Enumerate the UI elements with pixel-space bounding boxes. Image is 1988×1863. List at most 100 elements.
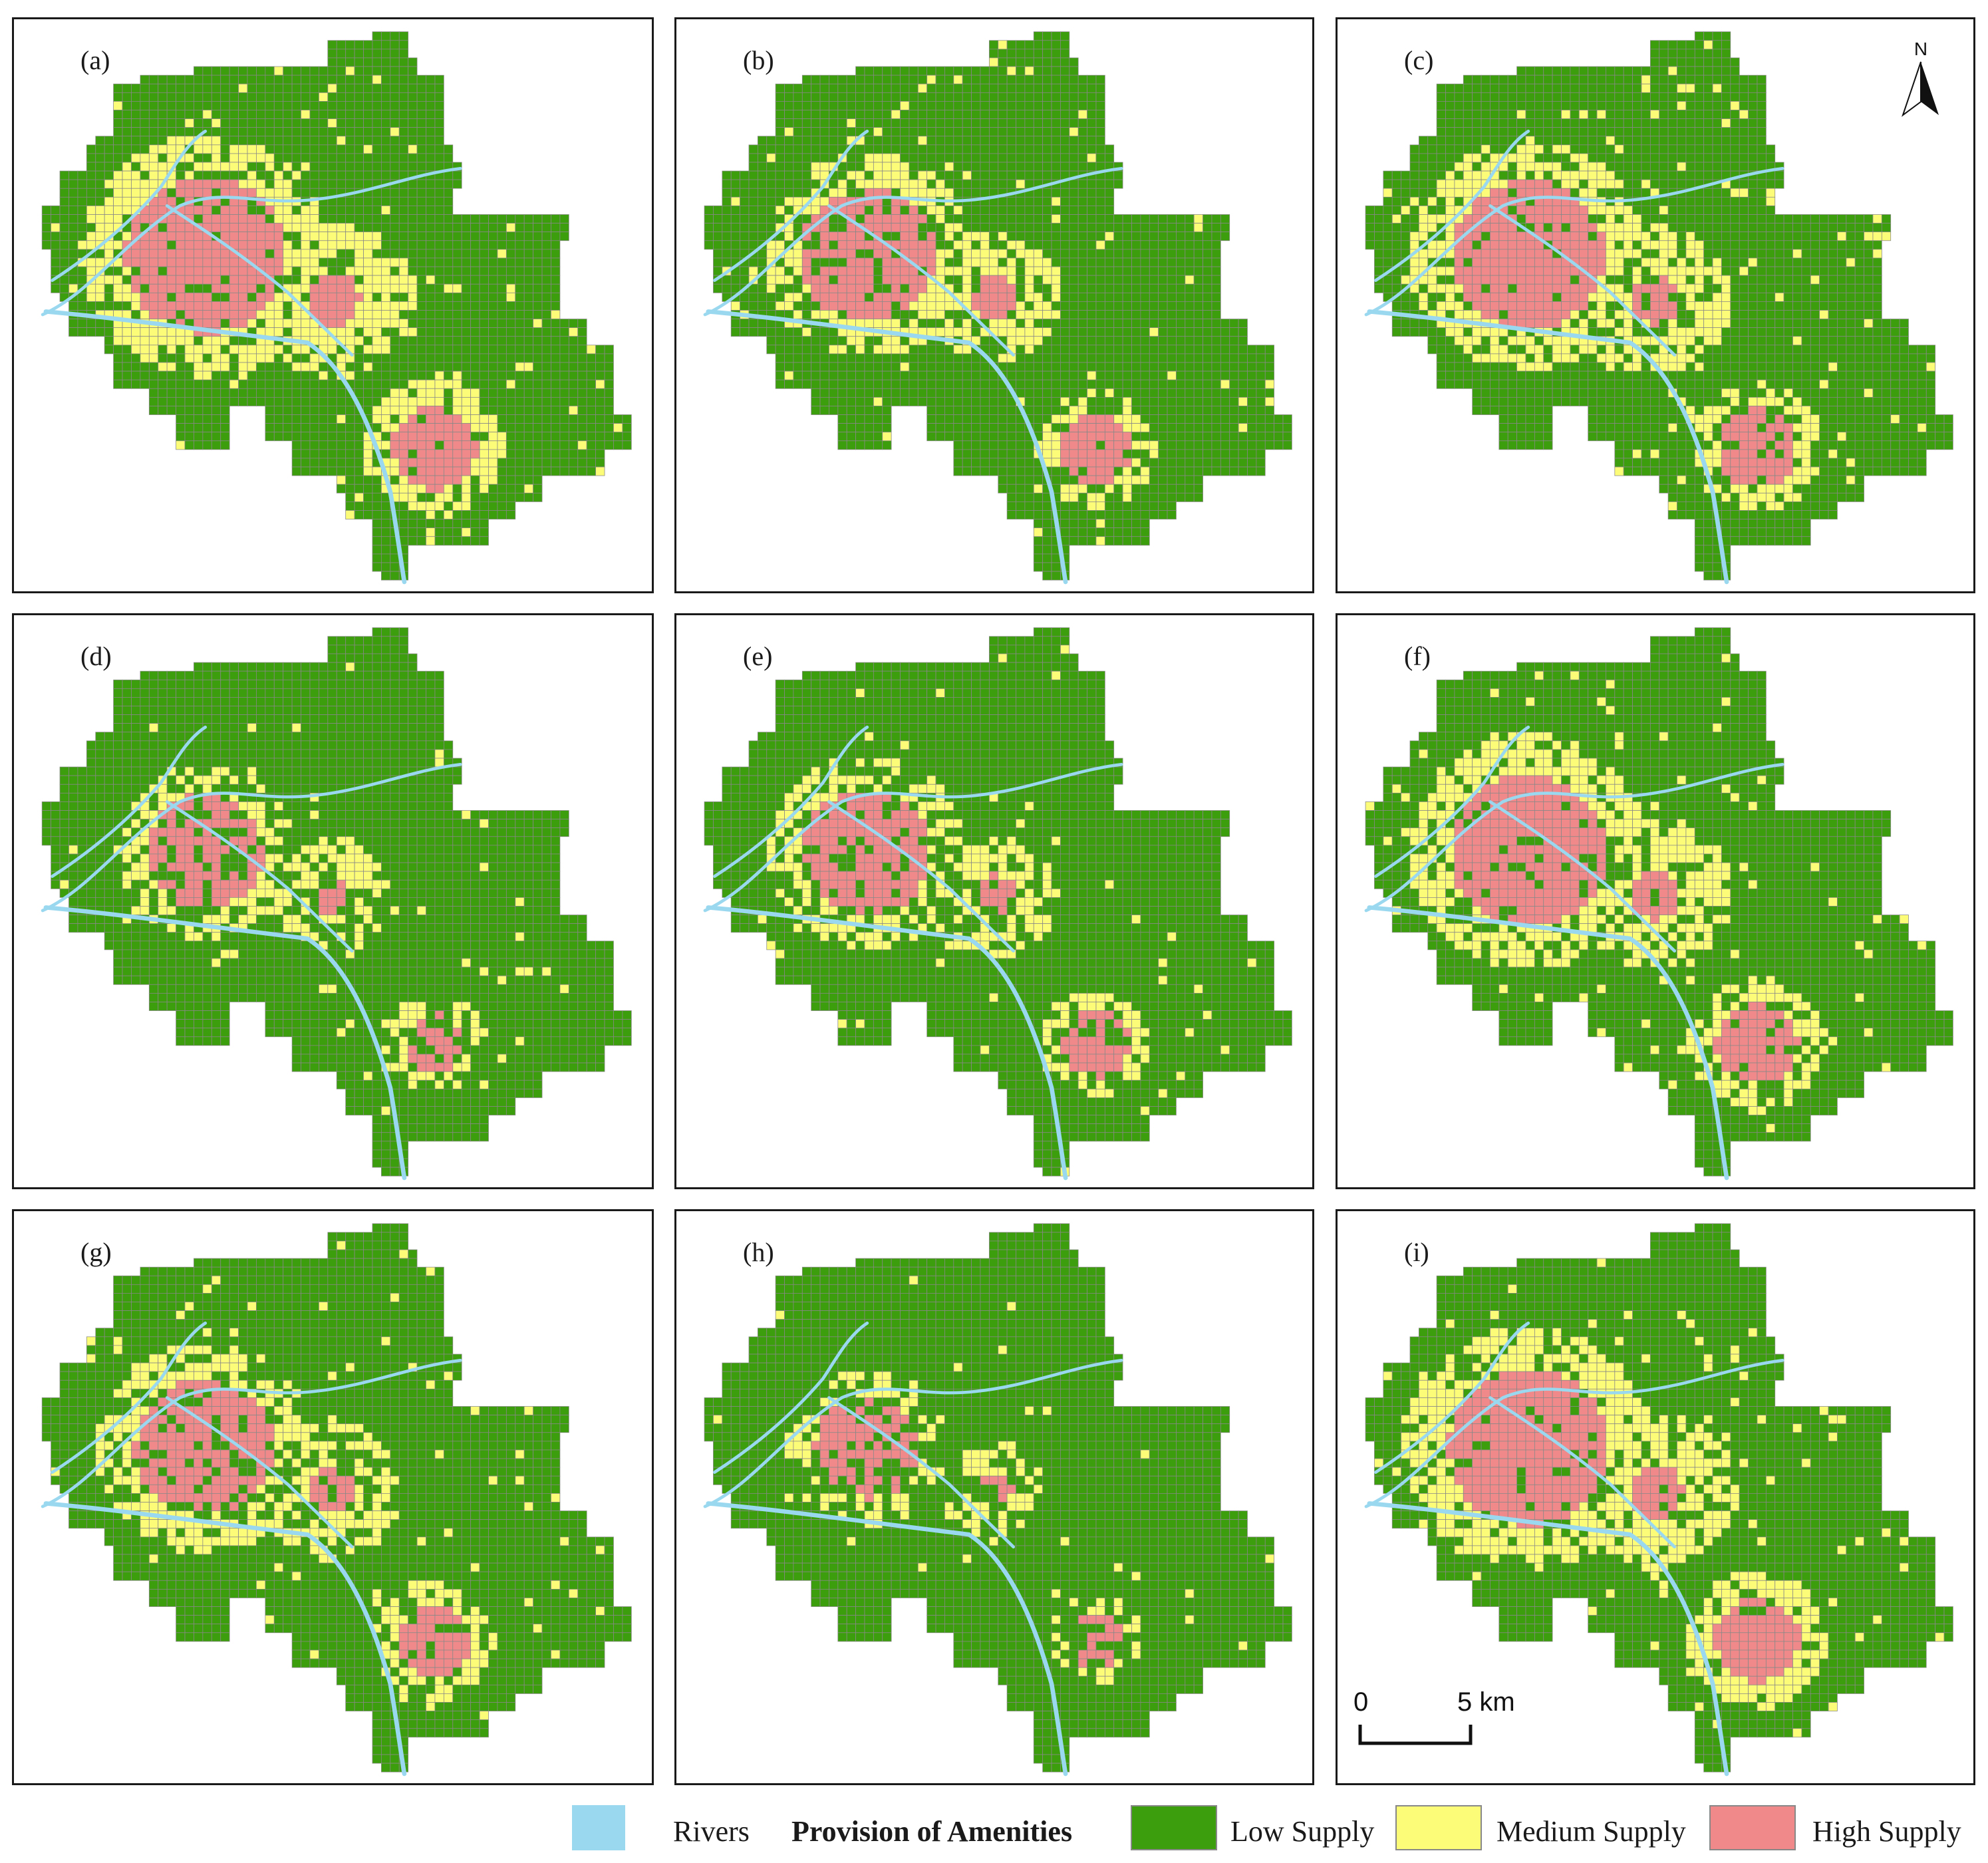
grid-cell [1185,414,1195,424]
grid-cell [1016,362,1026,372]
grid-cell [247,92,257,102]
grid-cell [909,345,919,355]
grid-cell [909,170,919,180]
grid-cell [505,396,516,406]
grid-cell [176,310,186,319]
grid-cell [327,432,337,442]
grid-cell [247,74,257,84]
grid-cell [891,136,901,146]
grid-cell [595,449,605,459]
grid-cell [1069,153,1079,163]
grid-cell [131,370,141,380]
grid-cell [256,136,266,146]
grid-cell [775,206,785,215]
grid-cell [202,206,212,215]
grid-cell [944,432,954,442]
grid-cell [935,327,945,337]
grid-cell [846,74,856,84]
grid-cell [900,188,910,198]
grid-cell [829,257,839,267]
grid-cells [1365,31,1953,581]
grid-cell [988,40,999,50]
grid-cell [211,179,221,189]
grid-cell [980,292,990,302]
grid-cell [1507,83,1517,93]
grid-cell [354,223,364,233]
grid-cell [1051,336,1061,346]
grid-cell [273,432,284,442]
grid-cell [1140,458,1150,468]
grid-cell [722,257,732,267]
grid-cell [398,57,409,67]
grid-cell [113,301,123,311]
grid-cell [381,432,391,442]
grid-cell [51,257,61,267]
grid-cell [533,257,543,267]
grid-cell [864,179,874,189]
grid-cell [944,327,954,337]
grid-cell [229,179,239,189]
grid-cell [775,136,785,146]
grid-cell [220,153,230,163]
grid-cell [505,249,516,259]
grid-cell [1069,266,1079,276]
grid-cell [1140,319,1150,329]
grid-cell [1016,49,1026,59]
grid-cell [1087,292,1097,302]
grid-cell [166,118,176,128]
grid-cell [704,240,714,250]
grid-cell [1016,319,1026,329]
grid-cell [757,136,768,146]
grid-cell [309,449,319,459]
grid-cell [140,257,150,267]
grid-cell [1024,249,1034,259]
grid-cell [1042,370,1052,380]
grid-cell [202,188,212,198]
grid-cell [77,196,87,206]
grid-cell [1051,31,1061,41]
grid-cell [238,179,248,189]
grid-cell [408,319,418,329]
grid-cell [1033,423,1044,433]
grid-cell [426,231,436,241]
grid-cell [1193,283,1203,293]
grid-cell [247,292,257,302]
grid-cell [784,153,794,163]
grid-cell [497,249,507,259]
grid-cell [846,206,856,215]
grid-cell [801,301,812,311]
grid-cell [1051,240,1061,250]
grid-cell [1203,345,1212,355]
grid-cell [998,283,1008,293]
grid-cell [220,275,230,285]
grid-cell [1069,353,1079,363]
grid-cell [291,118,301,128]
grid-cell [319,432,329,442]
grid-cell [971,162,981,172]
grid-cell [900,283,910,293]
grid-cell [372,370,382,380]
grid-cell [1051,370,1061,380]
grid-cell [176,179,186,189]
grid-cell [801,249,812,259]
grid-cell [238,153,248,163]
grid-cell [1016,153,1026,163]
grid-cell [586,423,596,433]
grid-cell [1087,519,1097,529]
grid-cell [988,449,999,459]
grid-cell [488,492,498,502]
grid-cell [1113,432,1123,442]
grid-cell [837,362,847,372]
grid-cell [1730,57,1740,67]
grid-cell [1176,466,1186,476]
grid-cell [515,310,525,319]
grid-cell [757,188,768,198]
grid-cell [953,396,963,406]
grid-cell [1104,206,1115,215]
grid-cell [158,101,168,110]
grid-cell [434,379,444,389]
grid-cell [909,396,919,406]
grid-cell [962,110,972,119]
grid-cell [1158,240,1168,250]
grid-cell [1149,406,1159,415]
